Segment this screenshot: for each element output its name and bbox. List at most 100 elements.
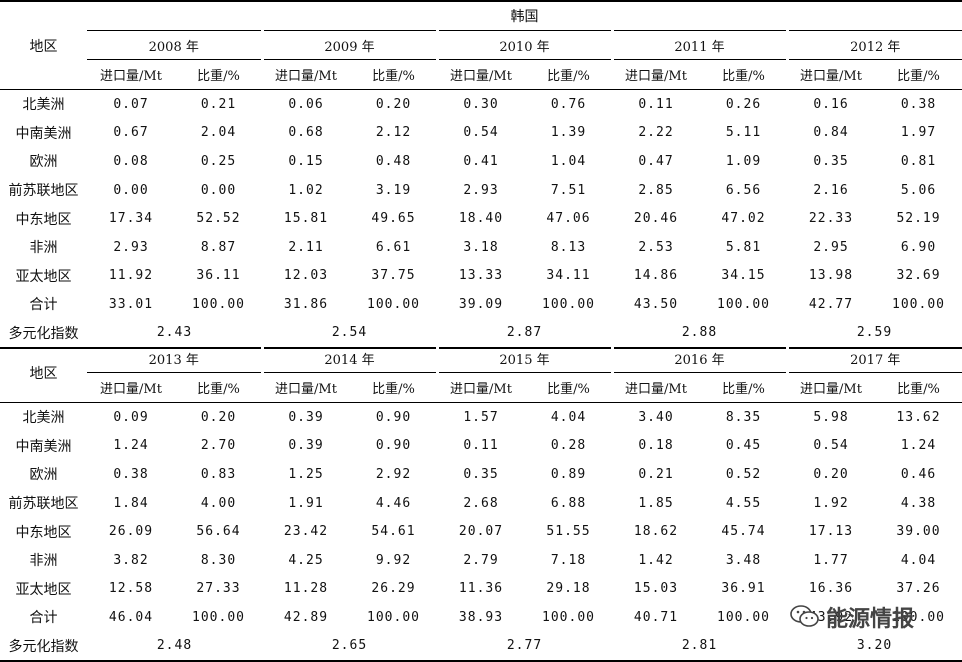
import-cell: 0.30	[463, 96, 499, 112]
import-cell: 1.24	[113, 438, 149, 454]
share-cell: 2.70	[200, 438, 237, 454]
import-cell: 0.18	[638, 438, 674, 454]
share-cell: 6.88	[550, 495, 587, 511]
share-cell: 4.00	[200, 495, 237, 511]
import-cell: 2.11	[288, 239, 324, 255]
import-cell: 0.67	[113, 125, 149, 141]
share-cell: 45.74	[721, 524, 766, 540]
share-cell: 52.52	[196, 211, 241, 227]
diversity-value: 2.88	[681, 325, 718, 341]
share-cell: 34.15	[721, 268, 766, 284]
import-cell: 31.86	[283, 296, 329, 312]
region-cell: 北美洲	[22, 410, 65, 427]
year-header: 2017 年	[785, 344, 962, 373]
region-cell: 中东地区	[15, 211, 72, 228]
import-cell: 22.33	[808, 211, 854, 227]
import-cell: 0.08	[113, 153, 149, 169]
share-cell: 26.29	[371, 581, 416, 597]
import-table-2008-2012: 地区 韩国 2008 年 2009 年 2010 年 2011 年 2012 年…	[0, 1, 962, 348]
year-header: 2014 年	[260, 344, 437, 373]
import-cell: 42.77	[808, 296, 854, 312]
col-share: 比重/%	[547, 69, 590, 84]
region-cell: 非洲	[29, 240, 58, 257]
share-cell: 47.06	[546, 211, 591, 227]
import-cell: 3.40	[638, 409, 674, 425]
region-header: 地区	[0, 344, 87, 403]
share-cell: 56.64	[196, 524, 241, 540]
diversity-value: 2.77	[506, 638, 543, 654]
import-table-2013-2017: 地区 2013 年 2014 年 2015 年 2016 年 2017 年 进口…	[0, 344, 962, 662]
import-cell: 0.00	[113, 182, 149, 198]
share-cell: 2.12	[375, 125, 412, 141]
table-row: 中南美洲 0.67 2.04 0.68 2.12 0.54 1.39 2.22 5.11 0.84…	[0, 119, 962, 148]
diversity-label: 多元化指数	[8, 638, 79, 655]
diversity-row: 多元化指数 2.48 2.65 2.77 2.81 3.20	[0, 632, 962, 661]
share-cell: 6.90	[900, 239, 937, 255]
share-cell: 0.00	[200, 182, 237, 198]
import-cell: 2.93	[463, 182, 499, 198]
share-cell: 100.00	[367, 609, 420, 625]
import-cell: 3.18	[463, 239, 499, 255]
import-cell: 2.95	[813, 239, 849, 255]
import-cell: 15.81	[283, 211, 329, 227]
share-cell: 100.00	[892, 296, 945, 312]
import-cell: 0.15	[288, 153, 324, 169]
region-cell: 亚太地区	[15, 581, 72, 598]
share-cell: 4.04	[900, 552, 937, 568]
import-cell: 42.89	[283, 609, 329, 625]
share-cell: 0.81	[900, 153, 937, 169]
region-cell: 北美洲	[22, 97, 65, 114]
region-header: 地区	[0, 1, 87, 90]
share-cell: 8.87	[200, 239, 237, 255]
col-share: 比重/%	[897, 382, 940, 397]
import-cell: 11.36	[458, 581, 504, 597]
import-cell: 5.98	[813, 409, 849, 425]
import-cell: 2.93	[113, 239, 149, 255]
year-header: 2008 年	[87, 30, 262, 60]
share-cell: 1.09	[725, 153, 762, 169]
import-cell: 0.39	[288, 438, 324, 454]
share-cell: 4.04	[550, 409, 587, 425]
import-cell: 0.54	[463, 125, 499, 141]
import-cell: 2.53	[638, 239, 674, 255]
import-cell: 0.20	[813, 466, 849, 482]
share-cell: 0.90	[375, 409, 412, 425]
import-cell: 2.68	[463, 495, 499, 511]
share-cell: 0.90	[375, 438, 412, 454]
year-header: 2015 年	[435, 344, 612, 373]
year-header: 2012 年	[785, 30, 962, 60]
share-cell: 0.45	[725, 438, 762, 454]
share-cell: 7.18	[550, 552, 587, 568]
import-cell: 38.93	[458, 609, 504, 625]
share-cell: 36.11	[196, 268, 241, 284]
share-cell: 3.19	[375, 182, 412, 198]
share-cell: 34.11	[546, 268, 591, 284]
import-cell: 20.07	[458, 524, 504, 540]
import-cell: 17.13	[808, 524, 854, 540]
share-cell: 0.46	[900, 466, 937, 482]
region-cell: 欧洲	[29, 467, 58, 484]
share-cell: 1.04	[550, 153, 587, 169]
share-cell: 6.56	[725, 182, 762, 198]
import-cell: 0.35	[463, 466, 499, 482]
share-cell: 4.38	[900, 495, 937, 511]
share-cell: 0.38	[900, 96, 937, 112]
table-row: 合计 46.04 100.00 42.89 100.00 38.93 100.00 40.71…	[0, 603, 962, 632]
import-cell: 4.25	[288, 552, 324, 568]
import-cell: 0.41	[463, 153, 499, 169]
import-cell: 0.06	[288, 96, 324, 112]
year-header: 2013 年	[87, 344, 262, 373]
share-cell: 8.13	[550, 239, 587, 255]
share-cell: 39.00	[896, 524, 941, 540]
wechat-icon	[790, 605, 819, 627]
share-cell: 0.20	[200, 409, 237, 425]
share-cell: 5.06	[900, 182, 937, 198]
col-share: 比重/%	[547, 382, 590, 397]
col-share: 比重/%	[722, 69, 765, 84]
table-row: 前苏联地区 0.00 0.00 1.02 3.19 2.93 7.51 2.85 6.56 2.1…	[0, 176, 962, 205]
diversity-value: 2.54	[331, 325, 368, 341]
import-cell: 12.03	[283, 268, 329, 284]
region-cell: 合计	[29, 610, 58, 627]
import-cell: 1.57	[463, 409, 499, 425]
import-cell: 0.11	[638, 96, 674, 112]
